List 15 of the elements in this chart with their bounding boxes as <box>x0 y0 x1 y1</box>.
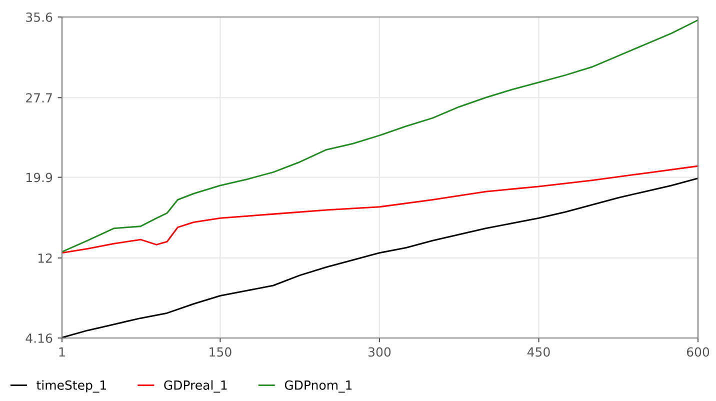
x-tick-label: 150 <box>210 347 232 357</box>
legend-label: timeStep_1 <box>36 380 106 393</box>
y-tick-label: 12 <box>38 253 52 263</box>
x-tick-label: 300 <box>368 347 391 357</box>
x-tick-label: 450 <box>527 347 550 357</box>
x-tick-label: 600 <box>686 347 710 357</box>
line-series <box>62 19 698 253</box>
y-tick-label: 19.9 <box>26 172 52 182</box>
x-tick-label: 1 <box>59 347 65 357</box>
y-tick-label: 4.16 <box>26 333 52 343</box>
y-tick-label: 35.6 <box>26 12 52 22</box>
legend-label: GDPreal_1 <box>164 380 227 393</box>
y-tick-label: 27.7 <box>26 93 52 102</box>
legend-label: GDPnom_1 <box>284 380 352 393</box>
line-series <box>62 165 698 254</box>
